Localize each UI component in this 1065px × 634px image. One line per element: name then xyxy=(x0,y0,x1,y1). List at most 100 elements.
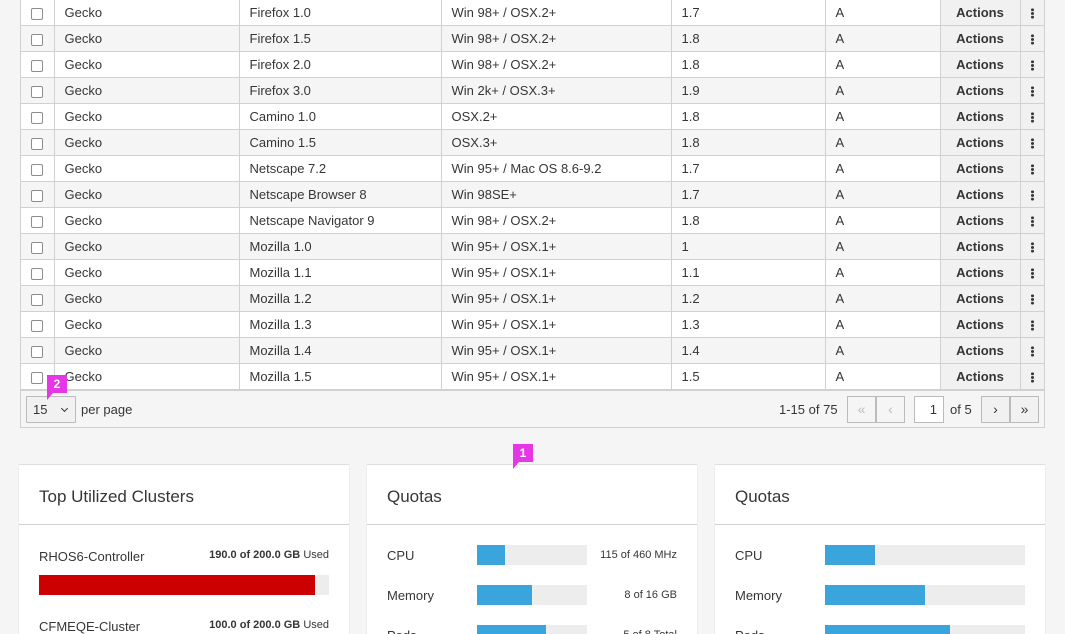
row-checkbox[interactable] xyxy=(31,189,44,202)
row-kebab-menu[interactable] xyxy=(1019,129,1044,156)
cluster-usage: 190.0 of 200.0 GB Used xyxy=(209,549,329,561)
cell-browser: Firefox 3.0 xyxy=(238,77,442,104)
actions-button[interactable]: Actions xyxy=(939,311,1021,338)
actions-button[interactable]: Actions xyxy=(939,129,1021,156)
actions-button[interactable]: Actions xyxy=(939,233,1021,260)
actions-button[interactable]: Actions xyxy=(939,25,1021,52)
row-kebab-menu[interactable] xyxy=(1019,233,1044,260)
per-page-dropdown[interactable]: 15 xyxy=(26,396,76,423)
cell-engine: Gecko xyxy=(53,363,240,390)
row-checkbox[interactable] xyxy=(31,59,44,72)
cell-version: 1.7 xyxy=(670,181,826,208)
cell-platform: Win 98+ / OSX.2+ xyxy=(440,25,672,52)
row-kebab-menu[interactable] xyxy=(1019,181,1044,208)
first-page-button[interactable]: « xyxy=(847,396,876,423)
quota-bar-fill xyxy=(477,545,505,565)
first-page-icon: « xyxy=(857,401,866,417)
last-page-button[interactable]: » xyxy=(1010,396,1039,423)
callout-marker-2: 2 xyxy=(47,375,67,400)
pagination-bar: 15 per page 1-15 of 75 « ‹ of 5 › » xyxy=(21,390,1044,427)
card-title: Quotas xyxy=(367,465,697,525)
row-checkbox[interactable] xyxy=(31,293,44,306)
row-kebab-menu[interactable] xyxy=(1019,103,1044,130)
cell-version: 1.5 xyxy=(670,363,826,390)
row-checkbox[interactable] xyxy=(31,111,44,124)
cell-platform: Win 98+ / OSX.2+ xyxy=(440,207,672,234)
cell-grade: A xyxy=(824,0,941,26)
actions-button[interactable]: Actions xyxy=(939,285,1021,312)
table-row: Gecko Mozilla 1.1 Win 95+ / OSX.1+ 1.1 A Acti… xyxy=(21,259,1044,286)
cell-platform: Win 95+ / OSX.1+ xyxy=(440,285,672,312)
actions-button[interactable]: Actions xyxy=(939,0,1021,26)
cell-grade: A xyxy=(824,363,941,390)
row-checkbox[interactable] xyxy=(31,215,44,228)
actions-button[interactable]: Actions xyxy=(939,363,1021,390)
next-page-icon: › xyxy=(993,401,998,417)
actions-label: Actions xyxy=(956,135,1004,150)
cell-grade: A xyxy=(824,77,941,104)
card-title: Top Utilized Clusters xyxy=(19,465,349,525)
previous-page-button[interactable]: ‹ xyxy=(876,396,905,423)
cell-grade: A xyxy=(824,51,941,78)
card-title: Quotas xyxy=(715,465,1045,525)
row-checkbox[interactable] xyxy=(31,33,44,46)
actions-button[interactable]: Actions xyxy=(939,207,1021,234)
cell-version: 1.4 xyxy=(670,337,826,364)
cell-version: 1.7 xyxy=(670,0,826,26)
actions-button[interactable]: Actions xyxy=(939,259,1021,286)
cell-browser: Mozilla 1.2 xyxy=(238,285,442,312)
utilization-bar-fill xyxy=(39,575,315,595)
cell-grade: A xyxy=(824,337,941,364)
actions-button[interactable]: Actions xyxy=(939,103,1021,130)
actions-button[interactable]: Actions xyxy=(939,337,1021,364)
row-kebab-menu[interactable] xyxy=(1019,259,1044,286)
quotas-card-secondary: Quotas CPU Memory Pods xyxy=(715,464,1045,634)
row-kebab-menu[interactable] xyxy=(1019,77,1044,104)
row-kebab-menu[interactable] xyxy=(1019,363,1044,390)
pagination-range: 1-15 of 75 xyxy=(779,402,838,417)
row-kebab-menu[interactable] xyxy=(1019,207,1044,234)
cell-version: 1.9 xyxy=(670,77,826,104)
quota-name: CPU xyxy=(735,548,763,563)
kebab-icon xyxy=(1030,164,1034,176)
row-kebab-menu[interactable] xyxy=(1019,337,1044,364)
actions-label: Actions xyxy=(956,291,1004,306)
actions-button[interactable]: Actions xyxy=(939,77,1021,104)
quota-row: Pods 5 of 8 Total xyxy=(387,605,677,634)
quota-bar xyxy=(825,585,1025,605)
row-checkbox[interactable] xyxy=(31,371,44,384)
actions-button[interactable]: Actions xyxy=(939,181,1021,208)
row-checkbox[interactable] xyxy=(31,85,44,98)
current-page-input[interactable] xyxy=(914,396,944,423)
row-checkbox[interactable] xyxy=(31,7,44,20)
row-kebab-menu[interactable] xyxy=(1019,51,1044,78)
row-checkbox[interactable] xyxy=(31,267,44,280)
row-kebab-menu[interactable] xyxy=(1019,0,1044,26)
kebab-icon xyxy=(1030,34,1034,46)
quota-row: Pods xyxy=(735,605,1025,634)
row-checkbox[interactable] xyxy=(31,345,44,358)
cell-engine: Gecko xyxy=(53,25,240,52)
cell-browser: Firefox 1.5 xyxy=(238,25,442,52)
actions-button[interactable]: Actions xyxy=(939,155,1021,182)
row-checkbox[interactable] xyxy=(31,137,44,150)
row-checkbox[interactable] xyxy=(31,241,44,254)
utilization-bar xyxy=(39,575,329,595)
cluster-name: RHOS6-Controller xyxy=(39,549,145,564)
cluster-name: CFMEQE-Cluster xyxy=(39,619,141,634)
row-kebab-menu[interactable] xyxy=(1019,25,1044,52)
row-kebab-menu[interactable] xyxy=(1019,155,1044,182)
quota-bar xyxy=(477,585,587,605)
cell-grade: A xyxy=(824,285,941,312)
row-select-cell xyxy=(21,51,55,78)
cell-browser: Camino 1.5 xyxy=(238,129,442,156)
row-kebab-menu[interactable] xyxy=(1019,285,1044,312)
row-checkbox[interactable] xyxy=(31,319,44,332)
kebab-icon xyxy=(1030,268,1034,280)
next-page-button[interactable]: › xyxy=(981,396,1010,423)
table-row: Gecko Netscape Navigator 9 Win 98+ / OSX.2… xyxy=(21,207,1044,234)
actions-label: Actions xyxy=(956,57,1004,72)
actions-button[interactable]: Actions xyxy=(939,51,1021,78)
row-checkbox[interactable] xyxy=(31,163,44,176)
row-kebab-menu[interactable] xyxy=(1019,311,1044,338)
